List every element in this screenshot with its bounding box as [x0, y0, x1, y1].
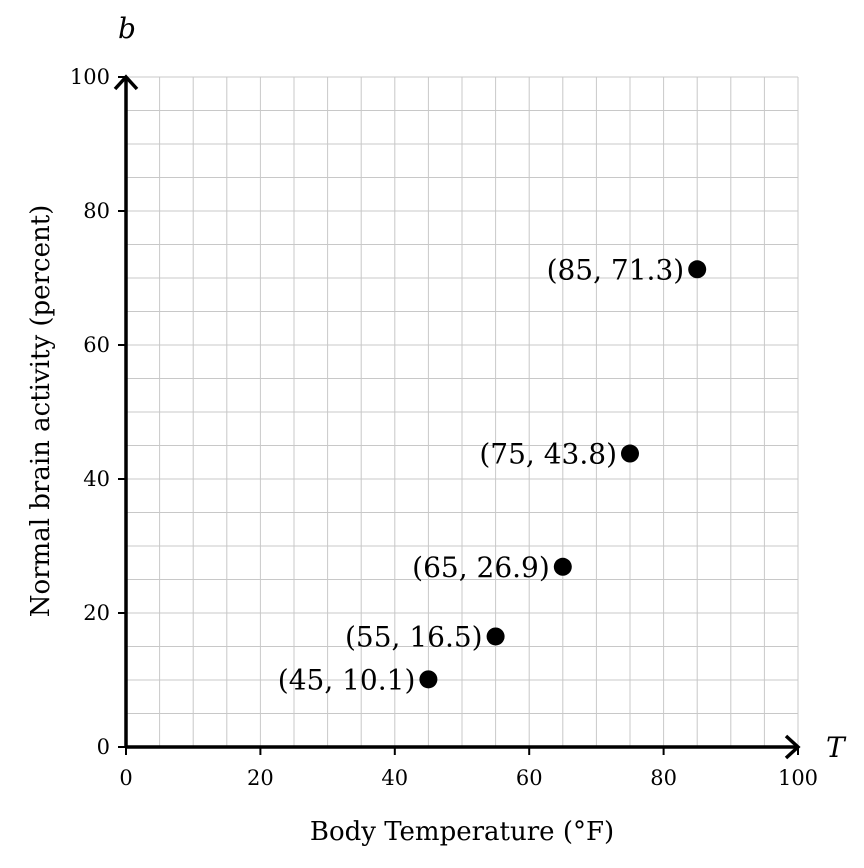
y-tick-label: 100 — [70, 65, 110, 89]
x-tick-label: 40 — [381, 766, 408, 790]
axes — [113, 74, 801, 760]
y-tick-label: 80 — [83, 199, 110, 223]
x-tick-label: 60 — [516, 766, 543, 790]
x-axis-title: Body Temperature (°F) — [310, 817, 614, 847]
data-point — [621, 444, 639, 463]
y-tick-label: 0 — [97, 735, 110, 759]
data-point — [688, 260, 707, 279]
data-point-label: (55, 16.5) — [345, 620, 483, 653]
data-point-label: (85, 71.3) — [547, 253, 685, 286]
data-point-label: (75, 43.8) — [479, 438, 617, 471]
x-tick-label: 0 — [119, 766, 132, 790]
grid — [126, 76, 799, 747]
y-axis-title: Normal brain activity (percent) — [26, 205, 56, 618]
x-variable-label: T — [826, 731, 847, 764]
data-point-label: (65, 26.9) — [412, 551, 550, 584]
data-point-label: (45, 10.1) — [278, 663, 416, 696]
data-points: (45, 10.1) (55, 16.5) (65, 26.9) (75, 43.8)… — [278, 253, 707, 696]
y-tick-label: 20 — [83, 601, 110, 625]
x-tick-label: 20 — [247, 766, 274, 790]
data-point — [419, 670, 438, 689]
y-tick-label: 40 — [83, 467, 110, 491]
data-point — [486, 627, 505, 646]
y-variable-label: b — [118, 12, 136, 45]
tick-labels: 0 20 40 60 80 100 0 20 40 60 80 100 — [70, 65, 818, 790]
x-tick-label: 80 — [650, 766, 677, 790]
data-point — [553, 557, 572, 576]
y-tick-label: 60 — [83, 333, 110, 357]
x-tick-label: 100 — [778, 766, 818, 790]
